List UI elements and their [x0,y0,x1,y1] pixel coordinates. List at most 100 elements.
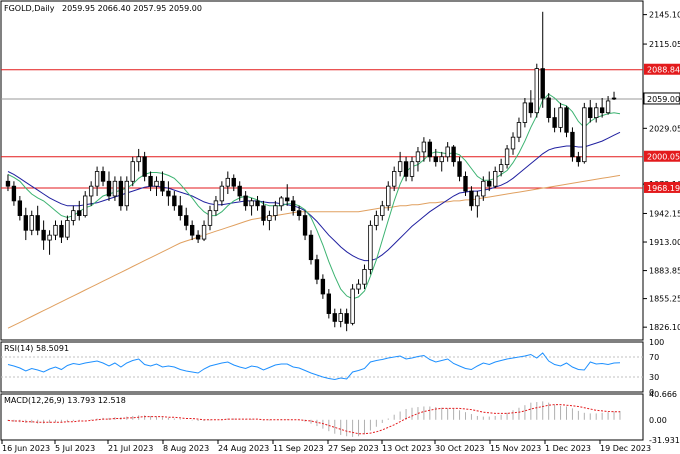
candlestick [540,11,545,108]
candlestick [172,191,177,211]
candle-body [469,190,474,207]
candle-body [546,97,551,118]
date-tick-label: 13 Oct 2023 [382,444,431,453]
price-tick-label: 1883.85 [649,267,680,276]
macd-panel: 40.666 0.00 -31.931 MACD(12,26,9) 13.793 12… [0,390,680,445]
candle-body [136,156,141,163]
date-tick-label: 11 Sep 2023 [273,444,324,453]
price-level-label: 2059.00 [647,95,680,104]
candle-body [83,195,88,216]
candlestick [611,91,617,101]
candlestick [475,191,480,218]
candlestick [582,102,587,164]
candlestick [314,254,320,285]
candlestick [338,308,343,328]
candlestick [392,166,397,192]
candle-body [35,215,40,231]
price-tick-label: 2115.05 [649,40,680,49]
candle-body [564,107,569,133]
candle-body [421,141,427,153]
candlestick [136,148,141,172]
candlestick [528,90,534,118]
candlestick [558,102,563,133]
candle-body [142,156,147,177]
candle-body [184,215,189,226]
candlestick [65,215,70,241]
date-tick-label: 5 Jul 2023 [55,444,95,453]
candlestick [130,156,135,187]
candle-body [23,215,28,231]
candle-body [290,200,296,212]
candle-body [504,148,510,166]
candle-body [154,180,159,187]
candlestick [35,205,40,236]
mid-moving-average [7,131,621,262]
candlestick [47,230,52,255]
candlestick [605,96,611,115]
candlestick [362,264,367,290]
candle-body [463,175,468,192]
macd-tick-label: -31.931 [649,436,680,445]
price-panel-frame [0,0,644,341]
candle-body [433,156,438,163]
candle-body [201,224,207,240]
candlestick [189,220,195,241]
candlestick [463,171,468,196]
candle-body [255,200,260,207]
price-level-label: 1968.19 [647,184,680,193]
candlestick [267,210,272,231]
candle-body [528,102,534,114]
candle-body [451,146,456,163]
date-tick-label: 24 Aug 2023 [218,444,269,453]
candlestick [427,139,433,162]
candlestick [552,107,557,133]
candle-body [112,180,118,197]
candle-body [261,205,266,221]
date-tick-label: 19 Dec 2023 [600,444,651,453]
date-tick-label: 21 Jul 2023 [108,444,153,453]
rsi-tick-label: 30 [649,373,659,382]
candlestick [350,284,355,326]
candle-body [308,234,314,261]
candlestick [487,171,492,192]
candlestick [409,156,415,182]
candlestick [207,205,213,231]
rsi-panel: 100 70 30 0 RSI(14) 58.5091 [0,338,664,397]
candlestick [570,127,575,162]
candlestick [433,148,438,167]
candle-body [409,161,415,177]
price-panel: FGOLD,Daily 2059.95 2066.40 2057.95 2059.… [0,0,680,341]
candlestick [71,205,76,226]
candlestick [386,181,391,211]
candlestick [178,195,183,221]
macd-signal-line [7,404,621,435]
candle-body [100,171,106,182]
candle-body [189,224,195,236]
candle-body [457,161,462,177]
candle-body [344,313,349,324]
macd-tick-label: 40.666 [649,390,677,399]
candle-body [320,278,326,295]
candlestick [594,102,599,123]
candlestick [219,181,225,206]
candlestick [160,171,165,196]
candlestick [112,176,118,201]
candlestick [142,151,147,182]
candle-body [273,205,278,216]
candle-body [59,224,64,238]
candle-body [106,180,112,197]
candlestick [344,308,349,332]
candlestick [59,220,64,244]
candle-body [195,234,201,240]
candle-body [397,161,403,172]
candle-body [219,185,225,202]
rsi-tick-label: 70 [649,353,659,362]
candle-body [445,146,450,158]
candlestick [599,97,605,118]
candlestick [148,171,153,192]
rsi-tick-label: 0 [649,388,654,397]
candlestick [356,279,361,294]
candlestick [41,220,46,250]
candle-body [172,195,177,207]
candlestick [11,181,17,206]
